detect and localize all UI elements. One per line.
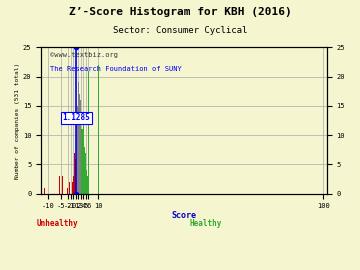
Bar [73,176,74,194]
Bar [62,176,63,194]
Bar [83,123,84,194]
Text: 1.1285: 1.1285 [62,113,90,122]
Bar [77,112,78,194]
Bar [59,176,60,194]
Bar [75,158,76,194]
Y-axis label: Number of companies (531 total): Number of companies (531 total) [15,62,20,179]
Bar [74,158,75,194]
Bar [84,147,85,194]
Text: Unhealthy: Unhealthy [36,219,78,228]
Bar [76,123,77,194]
Bar [86,170,87,194]
Bar [80,100,81,194]
Bar [79,94,80,194]
Text: Sector: Consumer Cyclical: Sector: Consumer Cyclical [113,26,247,35]
Bar [85,153,86,194]
Text: Healthy: Healthy [190,219,222,228]
Bar [67,188,68,194]
Bar [69,182,70,194]
Text: Z’-Score Histogram for KBH (2016): Z’-Score Histogram for KBH (2016) [69,7,291,17]
Bar [44,188,45,194]
Text: ©www.textbiz.org: ©www.textbiz.org [50,52,118,58]
Bar [78,82,79,194]
X-axis label: Score: Score [171,211,197,220]
Bar [87,176,88,194]
Bar [81,129,82,194]
Bar [82,129,83,194]
Bar [98,65,99,194]
Text: The Research Foundation of SUNY: The Research Foundation of SUNY [50,66,181,72]
Bar [88,71,89,194]
